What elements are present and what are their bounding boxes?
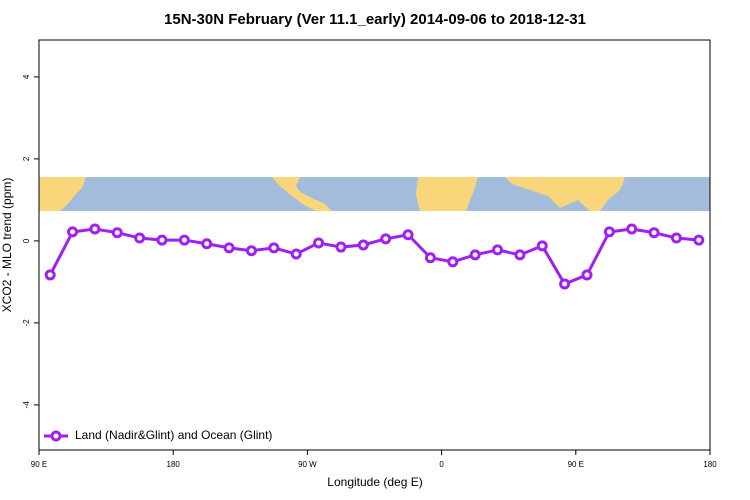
point bbox=[424, 252, 436, 264]
plot-frame bbox=[38, 39, 711, 451]
point bbox=[290, 248, 302, 260]
point bbox=[469, 249, 481, 261]
x-tick-label: 180 bbox=[703, 460, 717, 469]
point bbox=[536, 240, 548, 252]
point bbox=[335, 241, 347, 253]
point bbox=[670, 232, 682, 244]
point bbox=[648, 227, 660, 239]
y-tick-label: 2 bbox=[22, 156, 31, 161]
chart-title: 15N-30N February (Ver 11.1_early) 2014-0… bbox=[164, 11, 586, 28]
point bbox=[245, 245, 257, 257]
point bbox=[111, 227, 123, 239]
legend-label: Land (Nadir&Glint) and Ocean (Glint) bbox=[75, 428, 272, 442]
y-tick-label: -4 bbox=[22, 401, 31, 409]
y-tick-label: 4 bbox=[22, 74, 31, 79]
point bbox=[89, 223, 101, 235]
map-strip bbox=[39, 177, 710, 211]
x-axis-label: Longitude (deg E) bbox=[327, 475, 422, 489]
land bbox=[505, 177, 625, 211]
point bbox=[134, 232, 146, 244]
x-tick-label: 90 E bbox=[568, 460, 584, 469]
x-tick-label: 90 W bbox=[298, 460, 317, 469]
point bbox=[380, 233, 392, 245]
y-tick-label: 0 bbox=[22, 238, 31, 243]
point bbox=[357, 239, 369, 251]
point bbox=[402, 229, 414, 241]
point bbox=[693, 234, 705, 246]
point bbox=[447, 256, 459, 268]
legend-swatch bbox=[50, 430, 62, 442]
point bbox=[626, 223, 638, 235]
land bbox=[272, 177, 332, 211]
point bbox=[223, 242, 235, 254]
point bbox=[178, 234, 190, 246]
point bbox=[313, 237, 325, 249]
land bbox=[39, 177, 86, 211]
point bbox=[581, 269, 593, 281]
point bbox=[559, 278, 571, 290]
x-tick-label: 0 bbox=[439, 460, 444, 469]
series-line bbox=[48, 227, 699, 286]
point bbox=[67, 226, 79, 238]
point bbox=[492, 244, 504, 256]
y-axis-label: XCO2 - MLO trend (ppm) bbox=[0, 178, 14, 313]
y-tick-label: -2 bbox=[22, 319, 31, 327]
point bbox=[603, 226, 615, 238]
land bbox=[416, 177, 478, 211]
x-tick-label: 90 E bbox=[31, 460, 47, 469]
point bbox=[156, 234, 168, 246]
point bbox=[268, 242, 280, 254]
point bbox=[201, 238, 213, 250]
point bbox=[44, 269, 56, 281]
x-tick-label: 180 bbox=[167, 460, 181, 469]
point bbox=[514, 249, 526, 261]
